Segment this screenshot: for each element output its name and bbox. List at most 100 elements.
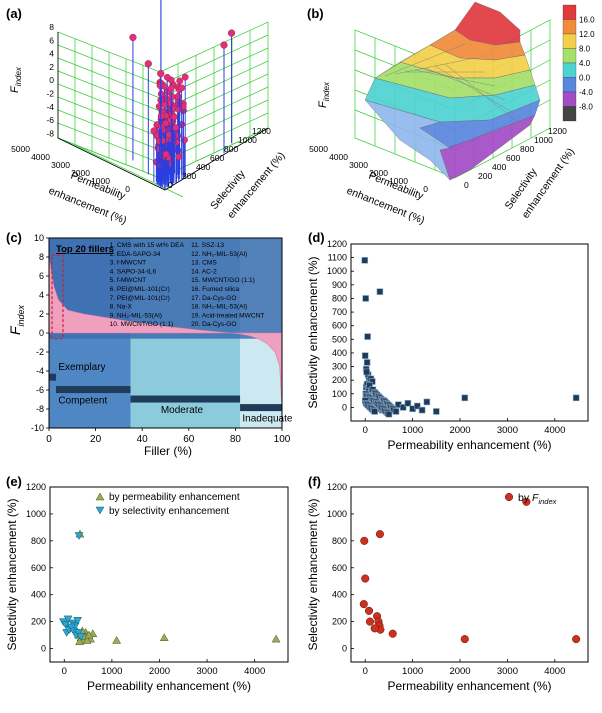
panel-b-y-tick: 200: [478, 171, 492, 181]
panel-b-colorbar-swatch: [562, 77, 577, 93]
panel-a-point: [175, 153, 183, 161]
panel-a-point: [163, 73, 171, 81]
panel-a-point: [129, 33, 137, 42]
panel-a-point: [181, 73, 189, 81]
panel-a-point: [178, 84, 186, 92]
panel-d-point: [423, 398, 431, 406]
panel-e-x-tick-label: 2000: [149, 666, 170, 677]
panel-d-y-label: Selectivity enhancement (%): [306, 256, 320, 408]
panel-b-y-tick: 600: [506, 153, 520, 163]
panel-c-ribbon: [49, 373, 56, 381]
panel-c-ribbon: [240, 404, 282, 412]
panel-f-y-tick-label: 0: [342, 644, 347, 654]
panel-e-axes-box: [49, 486, 289, 663]
panel-d-point: [361, 257, 369, 264]
panel-e-x-tick-label: 1000: [101, 666, 122, 677]
panel-c-y-tick-label: -4: [36, 366, 44, 376]
panel-c-top20-marker: [51, 254, 64, 340]
panel-f-point: [375, 530, 384, 539]
panel-c-ribbon: [55, 386, 131, 394]
panel-d-y-tick-label: 400: [332, 348, 347, 358]
panel-e-y-tick-label: 400: [31, 590, 46, 600]
panel-c-y-tick-label: 10: [34, 233, 44, 243]
panel-a-point: [181, 136, 188, 144]
panel-c-y-tick-label: -10: [31, 423, 44, 433]
panel-a-y-tick: 800: [224, 144, 238, 154]
panel-b-colorbar-swatch: [562, 48, 577, 64]
panel-b-colorbar-label: 16.0: [579, 16, 595, 25]
panel-d-scatter: (d) 0 100 200 300 400 500 600 700 800 900 1000 1100…: [306, 230, 589, 452]
panel-e-legend-label: by permeability enhancement: [109, 492, 240, 503]
panel-c-x-tick-label: 40: [137, 434, 149, 445]
panel-e-y-tick-label: 1000: [26, 509, 46, 519]
panel-c-filler-item: 1. CMS with 15 wt% DEA: [110, 242, 185, 249]
panel-e-legend-label: by selectivity enhancement: [109, 506, 229, 517]
panel-f-point: [364, 606, 374, 615]
panel-a-x-tick: 2000: [71, 168, 90, 178]
panel-c-y-tick-label: -2: [36, 347, 44, 357]
panel-f-point: [572, 635, 581, 644]
panel-c-x-label: Filler (%): [144, 444, 192, 458]
panel-b-colorbar-label: 8.0: [579, 45, 591, 54]
panel-e-y-tick-label: 200: [31, 617, 46, 627]
panel-e-legend-marker: [95, 492, 105, 501]
panel-c-filler-item: 9. NH₂-MIL-53(Al): [110, 312, 162, 319]
panel-c-y-tick-label: 4: [39, 290, 44, 300]
panel-b-z-label: Findex: [317, 81, 331, 108]
panel-b-surface: [364, 1, 541, 181]
panel-a-z-tick: -6: [46, 115, 54, 125]
panel-e-y-tick-label: 0: [41, 644, 46, 654]
panel-c-x-tick-label: 60: [183, 434, 195, 445]
panel-b-colorbar-label: 4.0: [579, 59, 591, 68]
panel-e-point-selectivity: [73, 617, 83, 625]
panel-c-filler-item: 15. MWCNT/GO (1:1): [191, 277, 255, 284]
panel-a-point: [174, 92, 182, 100]
panel-b-y-tick: 400: [492, 162, 506, 172]
panel-c-findex-area: [48, 256, 283, 410]
panel-c-category-label: Exemplary: [58, 362, 105, 373]
panel-b-x-tick: 3000: [349, 160, 368, 170]
panel-a-x-tick: 4000: [31, 152, 50, 162]
panel-b-y-tick: 800: [520, 144, 534, 154]
panel-c-y-tick-label: 2: [39, 309, 44, 319]
panel-f-x-tick-label: 3000: [497, 666, 518, 677]
panel-d-y-tick-label: 600: [332, 321, 347, 331]
panel-c-filler-item: 3. f-MWCNT: [110, 260, 147, 267]
panel-f-y-label: Selectivity enhancement (%): [306, 498, 320, 650]
panel-a-point: [155, 103, 163, 110]
panel-a-z-tick: 0: [49, 75, 54, 85]
panel-c-filler-item: 4. SAPO-34-IL6: [110, 268, 157, 275]
panel-a-label: (a): [6, 6, 22, 21]
panel-f-y-tick-label: 800: [332, 536, 347, 546]
panel-e-x-tick-label: 4000: [244, 666, 265, 677]
panel-c-filler-item: 19. Acid-treated MWCNT: [191, 312, 264, 319]
panel-f-label: (f): [308, 474, 321, 489]
panel-e-point-selectivity: [66, 623, 76, 632]
panel-f-legend-f: F: [532, 492, 539, 504]
panel-c-filler-item: 12. NH₂-MIL-53(Al): [191, 251, 247, 258]
panel-f-x-label: Permeability enhancement (%): [387, 679, 551, 693]
panel-d-point: [418, 406, 426, 414]
panel-d-y-tick-label: 200: [332, 375, 347, 385]
panel-b-y-tick: 0: [464, 180, 469, 190]
panel-b-colorbar: 16.0 12.0 8.0 4.0 0.0 -4.0 -8.0: [562, 4, 595, 122]
panel-d-point: [361, 352, 369, 359]
panel-b-label: (b): [307, 6, 324, 21]
panel-d-axes-box: [350, 243, 589, 422]
panel-f-y-tick-label: 1000: [327, 509, 347, 519]
panel-b-y-tick: 1200: [548, 126, 567, 136]
panel-a-y-tick: 600: [210, 153, 224, 163]
panel-c-filler-item: 13. CMS: [191, 260, 217, 267]
panel-d-x-tick-label: 3000: [497, 425, 518, 436]
panel-d-y-tick-label: 800: [332, 293, 347, 303]
panel-b-mesh-line: [374, 29, 456, 79]
panel-f-y-tick-label: 1200: [327, 482, 347, 492]
panel-a-z-label-sub: index: [14, 66, 23, 86]
panel-d-x-tick-label: 2000: [449, 425, 470, 436]
panel-e-y-tick-label: 1200: [26, 482, 46, 492]
panel-a-point: [144, 60, 152, 68]
panel-d-point: [461, 394, 469, 402]
panel-d-point: [371, 408, 379, 415]
panel-c-y-label: Findex: [7, 304, 26, 335]
panel-a-point: [156, 82, 164, 90]
